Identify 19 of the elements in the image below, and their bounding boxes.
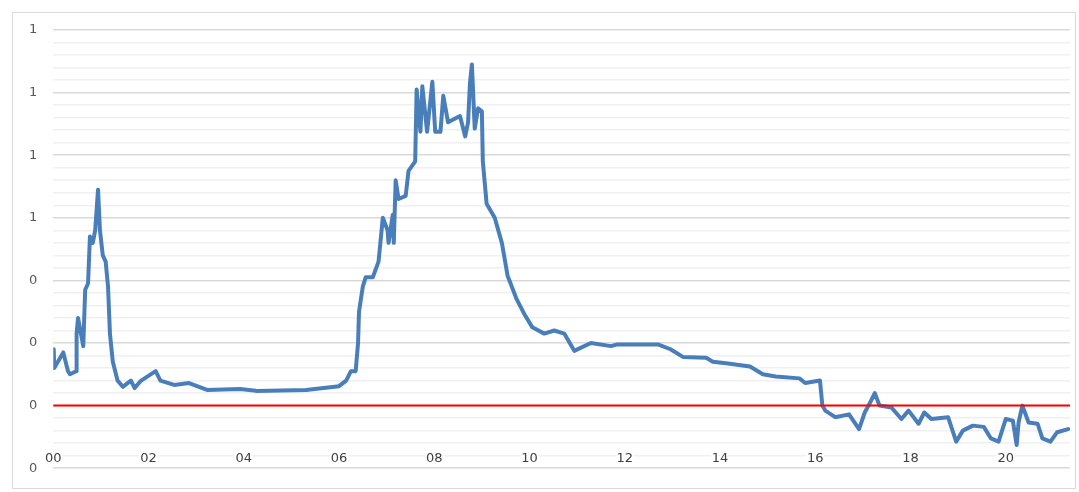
y-tick-label: 1: [28, 209, 38, 225]
y-tick-label: 0: [28, 396, 38, 412]
x-tick-label: 20: [997, 449, 1014, 465]
x-tick-label: 14: [711, 449, 729, 465]
x-tick-label: 00: [45, 449, 62, 465]
x-tick-label: 16: [806, 449, 824, 465]
x-tick-label: 18: [902, 449, 919, 465]
y-tick-label: 0: [28, 459, 38, 475]
x-tick-label: 06: [330, 449, 348, 465]
y-tick-label: 0: [28, 271, 38, 287]
x-tick-label: 02: [140, 449, 157, 465]
x-tick-label: 10: [521, 449, 538, 465]
y-tick-label: 1: [28, 83, 38, 99]
y-tick-label: 1: [28, 146, 38, 162]
y-tick-label: 1: [28, 21, 38, 37]
x-tick-label: 04: [235, 449, 253, 465]
x-tick-label: 08: [425, 449, 443, 465]
y-tick-label: 0: [28, 334, 38, 350]
x-tick-label: 12: [616, 449, 634, 465]
